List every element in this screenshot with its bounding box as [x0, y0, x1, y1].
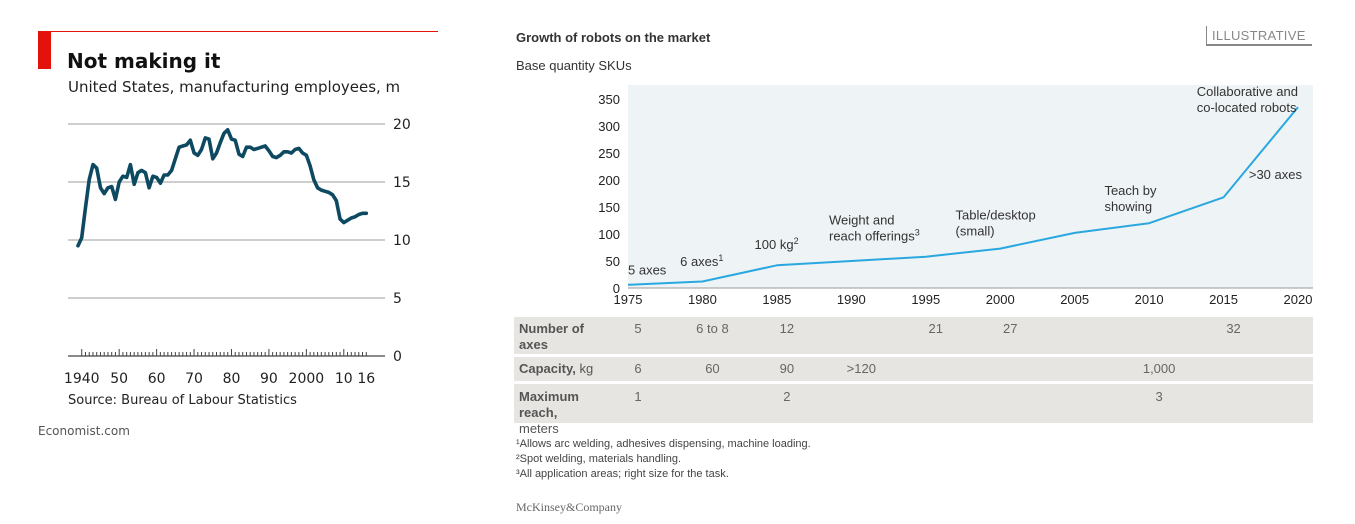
row-label-bold: Maximum reach, [519, 389, 579, 420]
x-tick-label-50: 50 [110, 371, 128, 387]
x-tick-label-1980: 1980 [688, 292, 717, 307]
row-label-unit: kg [575, 361, 594, 376]
table-cell-1990: >120 [846, 361, 876, 376]
economist-brand: Economist.com [38, 424, 130, 438]
y-tick-label-0: 0 [393, 349, 402, 365]
annotation-label-2: 6 axes1 [680, 253, 723, 269]
x-tick-label-2005: 2005 [1060, 292, 1089, 307]
x-tick-label-16: 16 [357, 371, 375, 387]
annotation-label-4: Weight and [829, 212, 895, 227]
row-label: Capacity, kg [519, 361, 619, 377]
plot-background [628, 85, 1313, 288]
x-tick-label-1940: 1940 [64, 371, 100, 387]
x-tick-label-70: 70 [185, 371, 203, 387]
robots-growth-line [627, 106, 1299, 286]
y-tick-label-350: 350 [598, 92, 620, 107]
annotation-label-5: (small) [956, 223, 995, 238]
table-row: Number of axes 5 6 to 8 12 21 27 32 [514, 317, 1313, 354]
annotation-label-7: >30 axes [1249, 167, 1303, 182]
y-tick-label-100: 100 [598, 227, 620, 242]
table-cell-1985: 90 [779, 361, 795, 376]
table-cell-2010: 1,000 [1142, 361, 1176, 376]
illustrative-tag: ILLUSTRATIVE [1206, 26, 1312, 46]
row-label-bold: Number of axes [519, 321, 584, 352]
table-cell-1975: 1 [634, 389, 642, 404]
y-tick-label-10: 10 [393, 233, 411, 249]
annotation-label-8: co-located robots [1197, 100, 1297, 115]
y-tick-label-15: 15 [393, 175, 411, 191]
x-tick-label-80: 80 [223, 371, 241, 387]
employment-line [76, 128, 369, 248]
annotation-label-5: Table/desktop [956, 207, 1036, 222]
y-tick-label-200: 200 [598, 173, 620, 188]
mckinsey-chart-title: Growth of robots on the market [516, 30, 711, 45]
footnote-2: ²Spot welding, materials handling. [516, 453, 682, 465]
annotation-label-3: 100 kg2 [755, 236, 799, 252]
mckinsey-line-chart: 0 50 100 150 200 250 300 350 1975 1980 1985 1990 199… [598, 84, 1313, 307]
x-tick-label-10: 10 [335, 371, 353, 387]
footnote-3: ³All application areas; right size for t… [516, 468, 729, 480]
y-tick-label-20: 20 [393, 117, 411, 133]
annotation-label-4: reach offerings3 [829, 227, 920, 243]
table-cell-1980: 6 to 8 [696, 321, 729, 336]
y-tick-label-250: 250 [598, 146, 620, 161]
mckinsey-chart-subtitle: Base quantity SKUs [516, 58, 632, 73]
x-tick-label-1995: 1995 [911, 292, 940, 307]
x-tick-label-1990: 1990 [837, 292, 866, 307]
economist-chart-subtitle: United States, manufacturing employees, … [68, 78, 401, 96]
table-cell-1975: 6 [634, 361, 642, 376]
x-tick-label-1985: 1985 [762, 292, 791, 307]
annotation-label-6: Teach by [1104, 183, 1157, 198]
table-row: Maximum reach, meters 1 2 3 [514, 384, 1313, 436]
table-cell-1985: 12 [779, 321, 795, 336]
annotation-label-6: showing [1104, 199, 1152, 214]
table-cell-1995: 21 [928, 321, 943, 336]
row-label: Maximum reach, meters [519, 389, 599, 437]
table-cell-2010: 3 [1155, 389, 1163, 404]
x-tick-label-2020: 2020 [1284, 292, 1313, 307]
table-cell-1980: 60 [705, 361, 720, 376]
x-tick-label-2015: 2015 [1209, 292, 1238, 307]
x-tick-label-2000: 2000 [986, 292, 1015, 307]
x-tick-label-2010: 2010 [1135, 292, 1164, 307]
y-tick-label-300: 300 [598, 119, 620, 134]
table-cell-1985: 2 [783, 389, 791, 404]
row-label-unit: meters [519, 421, 559, 436]
economist-chart-title: Not making it [67, 49, 221, 73]
table-cell-2015: 32 [1226, 321, 1241, 336]
x-tick-label-1975: 1975 [614, 292, 643, 307]
y-tick-label-150: 150 [598, 200, 620, 215]
y-tick-label-0: 0 [613, 281, 620, 296]
row-label: Number of axes [519, 321, 599, 353]
table-cell-1975: 5 [634, 321, 642, 336]
x-tick-label-2000: 2000 [289, 371, 325, 387]
mckinsey-brand: McKinsey&Company [516, 500, 622, 514]
x-tick-label-90: 90 [260, 371, 278, 387]
annotation-label-1: 5 axes [628, 263, 667, 278]
y-tick-label-50: 50 [606, 254, 620, 269]
y-tick-label-5: 5 [393, 291, 402, 307]
x-tick-label-60: 60 [148, 371, 166, 387]
red-tag-block [38, 31, 51, 69]
table-cell-2000: 27 [1002, 321, 1018, 336]
red-top-rule [38, 31, 438, 32]
row-label-bold: Capacity, [519, 361, 576, 376]
table-row: Capacity, kg 6 60 90 >120 1,000 [514, 357, 1313, 381]
economist-source: Source: Bureau of Labour Statistics [68, 393, 297, 408]
annotation-label-8: Collaborative and [1197, 84, 1298, 99]
footnote-1: ¹Allows arc welding, adhesives dispensin… [516, 438, 811, 450]
